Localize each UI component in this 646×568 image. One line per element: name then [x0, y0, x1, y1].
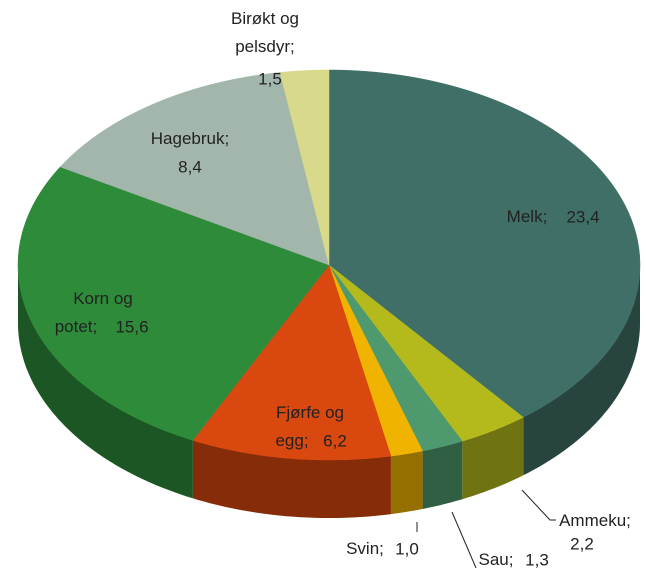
data-label-value: 1,5 — [258, 69, 282, 88]
data-label-value: 1,0 — [395, 539, 419, 558]
slice-side — [422, 441, 463, 509]
data-label-category: Korn og — [73, 289, 133, 308]
leader-line — [521, 489, 556, 521]
category-part: Svin — [346, 539, 379, 558]
label-separator: ; — [509, 550, 514, 568]
data-label-category: Svin; — [346, 539, 384, 558]
label-separator: ; — [379, 539, 384, 558]
slice — [328, 264, 524, 442]
slice-side — [192, 440, 391, 518]
data-label-value: 23,4 — [566, 207, 599, 226]
slice-side-shade — [192, 440, 391, 518]
slice — [192, 264, 392, 461]
slice — [59, 72, 330, 266]
slice — [17, 166, 330, 441]
category-part: potet — [55, 317, 93, 336]
data-label-category: Melk; — [507, 207, 548, 226]
leader-line — [451, 511, 477, 568]
slice-side-shade — [462, 417, 524, 500]
data-label-category: egg; — [275, 431, 308, 450]
slice — [328, 69, 641, 418]
data-label-value: 6,2 — [323, 431, 347, 450]
label-separator: ; — [304, 431, 309, 450]
data-label-category: pelsdyr; — [235, 37, 295, 56]
label-separator: ; — [543, 207, 548, 226]
label-separator: ; — [93, 317, 98, 336]
slice-side-shade — [523, 265, 640, 476]
category-part: pelsdyr — [235, 37, 290, 56]
category-part: Sau — [479, 550, 509, 568]
data-label-category: Fjørfe og — [276, 403, 344, 422]
data-label-category: Ammeku; — [559, 511, 631, 530]
data-label-value: 15,6 — [115, 317, 148, 336]
data-label-category: Hagebruk; — [151, 129, 229, 148]
slice-side-shade — [422, 441, 463, 509]
slice-side — [18, 265, 193, 499]
slice-side — [523, 265, 640, 476]
slice-side — [462, 417, 524, 500]
data-label-category: potet; — [55, 317, 98, 336]
slice-side — [390, 450, 423, 515]
data-label-category: Birøkt og — [231, 9, 299, 28]
category-part: Fjørfe og — [276, 403, 344, 422]
slice — [328, 264, 463, 452]
slice — [328, 264, 423, 457]
category-part: Birøkt og — [231, 9, 299, 28]
data-label-value: 2,2 — [570, 534, 594, 553]
category-part: Korn og — [73, 289, 133, 308]
label-separator: ; — [224, 129, 229, 148]
data-label-category: Sau; — [479, 550, 514, 568]
label-separator: ; — [290, 37, 295, 56]
category-part: egg — [275, 431, 303, 450]
slice-side-shade — [390, 450, 423, 515]
slice — [279, 69, 330, 266]
slice-side-shade — [18, 265, 193, 499]
label-separator: ; — [626, 511, 631, 530]
data-label-value: 1,3 — [525, 550, 549, 568]
category-part: Melk — [507, 207, 543, 226]
category-part: Hagebruk — [151, 129, 225, 148]
category-part: Ammeku — [559, 511, 626, 530]
data-label-value: 8,4 — [178, 157, 202, 176]
